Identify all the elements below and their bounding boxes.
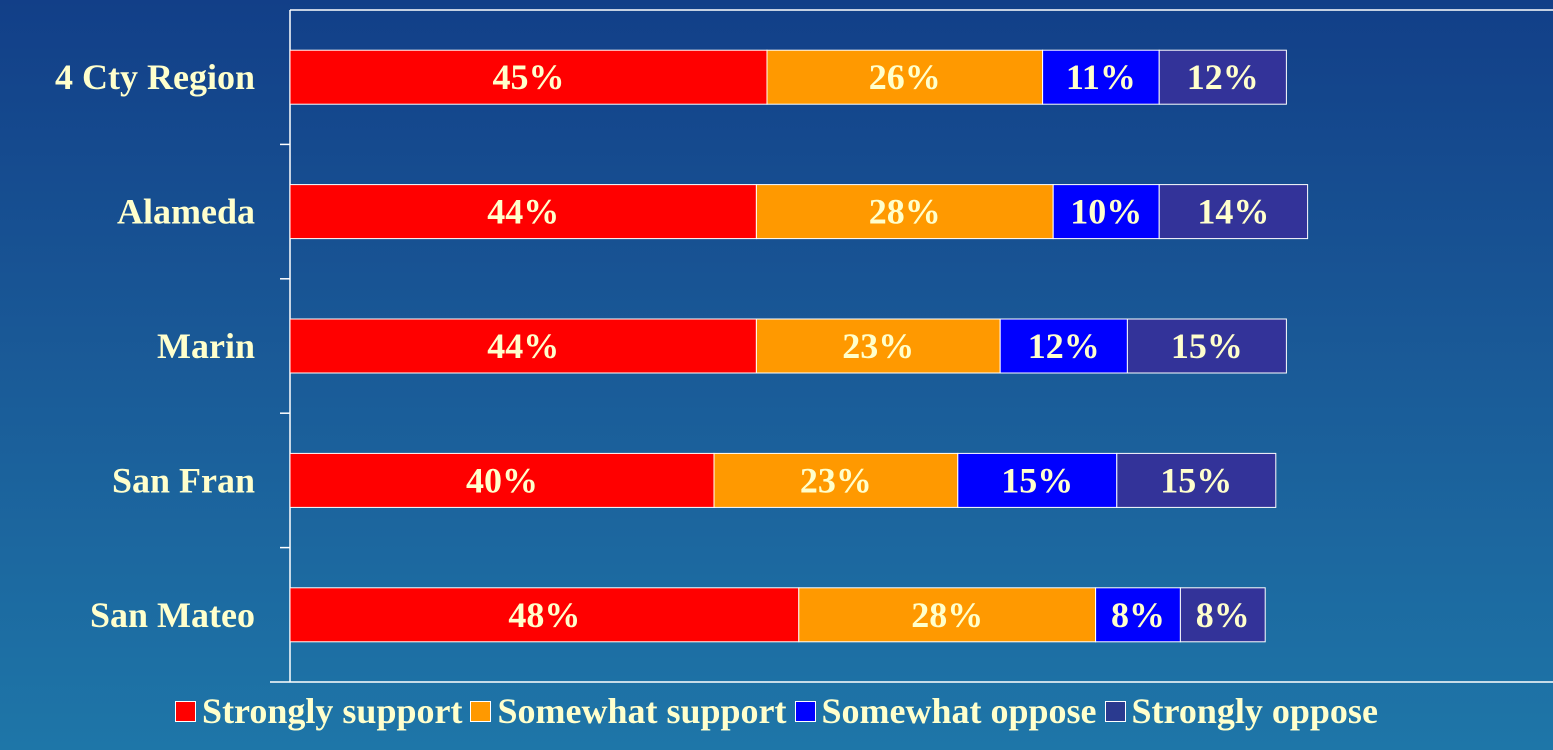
data-label: 8% (1196, 595, 1250, 635)
bar-row: 4 Cty Region 45% 26% 11% 12% (55, 49, 1287, 105)
bar-segment (957, 452, 1118, 508)
data-label: 15% (1001, 460, 1073, 500)
data-label: 48% (508, 595, 580, 635)
bar-segment (1158, 49, 1287, 105)
data-label: 11% (1066, 57, 1136, 97)
bar-segment (766, 49, 1044, 105)
bar-segment (798, 587, 1097, 643)
stacked-bar-chart: 4 Cty Region 45% 26% 11% 12% Alameda 44% 28% 10%… (55, 9, 1553, 683)
data-label: 15% (1160, 460, 1232, 500)
bar-row: San Mateo 48% 28% 8% 8% (90, 587, 1266, 643)
legend-swatch (794, 700, 816, 722)
bar-segment (1126, 318, 1287, 374)
bar-row: Marin 44% 23% 12% 15% (157, 318, 1287, 374)
bar-segment (999, 318, 1128, 374)
data-label: 23% (842, 326, 914, 366)
data-label: 28% (911, 595, 983, 635)
category-label: 4 Cty Region (55, 57, 255, 97)
data-label: 40% (466, 460, 538, 500)
axes (270, 9, 1553, 683)
legend-label: Strongly oppose (1131, 691, 1378, 731)
bar-segment (1095, 587, 1181, 643)
category-label: Alameda (117, 192, 255, 232)
legend-label: Strongly support (202, 691, 463, 731)
legend-label: Somewhat oppose (821, 691, 1097, 731)
bar-segment (1116, 452, 1277, 508)
data-label: 12% (1028, 326, 1100, 366)
data-label: 14% (1197, 192, 1269, 232)
data-label: 44% (487, 192, 559, 232)
bar-row: San Fran 40% 23% 15% 15% (112, 452, 1277, 508)
bar-segment (1158, 184, 1309, 240)
data-label: 15% (1171, 326, 1243, 366)
category-label: San Fran (112, 460, 255, 500)
legend-swatch (1104, 700, 1126, 722)
category-label: Marin (157, 326, 255, 366)
data-label: 26% (869, 57, 941, 97)
data-label: 8% (1111, 595, 1165, 635)
legend-item: Somewhat support (470, 690, 787, 732)
legend-item: Strongly support (175, 690, 462, 732)
legend-item: Somewhat oppose (794, 690, 1097, 732)
bar-segment (289, 184, 757, 240)
bar-segment (289, 452, 715, 508)
bar-segment (755, 184, 1054, 240)
data-label: 28% (869, 192, 941, 232)
data-label: 23% (800, 460, 872, 500)
bar-segment (713, 452, 959, 508)
legend-item: Strongly oppose (1104, 690, 1378, 732)
bar-segment (289, 49, 768, 105)
bar-segment (289, 587, 800, 643)
data-label: 12% (1187, 57, 1259, 97)
bar-segment (1179, 587, 1266, 643)
legend-swatch (175, 700, 197, 722)
legend-swatch (470, 700, 492, 722)
legend: Strongly support Somewhat support Somewhat… (0, 690, 1553, 732)
data-label: 45% (493, 57, 565, 97)
data-label: 10% (1070, 192, 1142, 232)
category-label: San Mateo (90, 595, 255, 635)
bar-row: Alameda 44% 28% 10% 14% (117, 184, 1309, 240)
legend-label: Somewhat support (497, 691, 787, 731)
bar-segment (1042, 49, 1160, 105)
bar-segment (289, 318, 757, 374)
data-label: 44% (487, 326, 559, 366)
